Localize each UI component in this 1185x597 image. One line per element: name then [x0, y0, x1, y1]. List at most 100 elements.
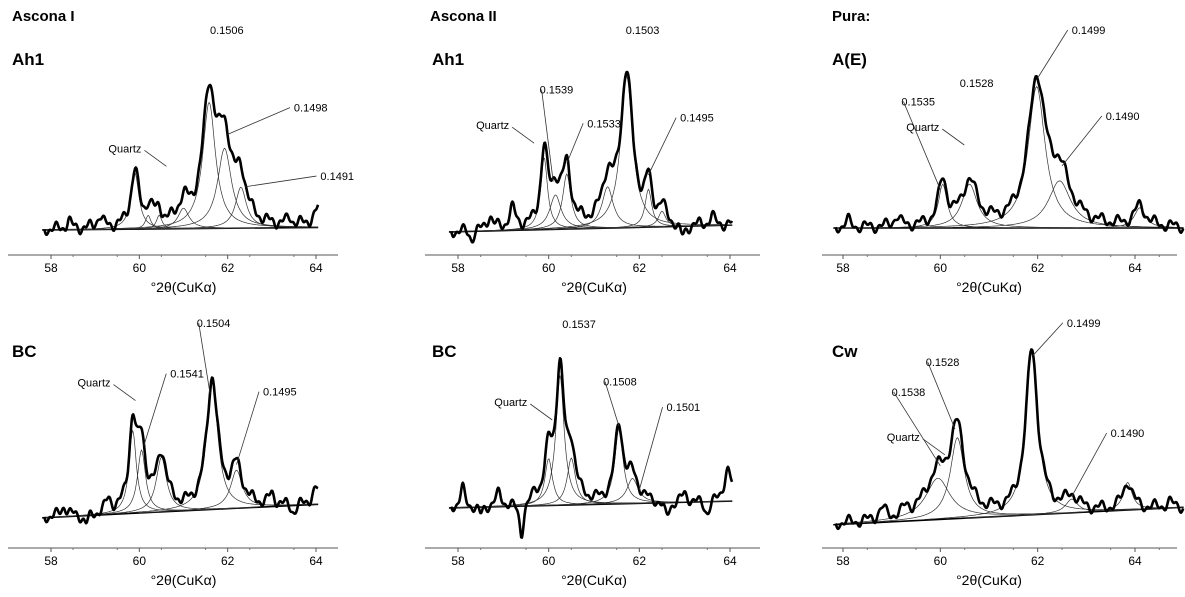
peak-annotation: 0.1499 [1072, 25, 1106, 37]
component-peak [526, 75, 726, 230]
measured-pattern [834, 74, 1185, 234]
column-title-pura: Pura: [832, 8, 870, 25]
panel-label: A(E) [832, 50, 867, 69]
leader-line [922, 438, 946, 456]
panel-label: Ah1 [12, 50, 44, 69]
x-tick-label: 64 [1128, 261, 1142, 275]
x-tick-label: 58 [451, 261, 465, 275]
leader-line [530, 403, 553, 421]
leader-line [541, 89, 554, 182]
x-tick-label: 64 [309, 554, 323, 568]
leader-line [1061, 115, 1103, 167]
x-tick-label: 62 [1031, 554, 1045, 568]
x-tick-label: 64 [723, 554, 737, 568]
measured-pattern [43, 83, 320, 237]
component-peak [451, 458, 648, 509]
panel-label: BC [432, 342, 457, 361]
leader-line [143, 373, 167, 446]
x-axis-title: °2θ(CuKα) [151, 572, 217, 588]
peak-annotation: 0.1533 [587, 118, 621, 130]
component-peak [471, 457, 671, 508]
peak-annotation: Quartz [906, 122, 939, 134]
peak-annotation: Quartz [108, 143, 141, 155]
peak-annotation: 0.1499 [1067, 318, 1101, 330]
peak-annotation: 0.1535 [901, 96, 935, 108]
panel-pura-cw: Cw 58 60 62 64 °2θ(CuKα) 0.1499 0.1528 0.1538 0.… [822, 318, 1185, 588]
x-axis-title: °2θ(CuKα) [956, 572, 1022, 588]
x-axis-title: °2θ(CuKα) [956, 279, 1022, 295]
component-peak [835, 477, 1044, 525]
component-peak [850, 437, 1064, 524]
leader-line [236, 391, 260, 465]
x-axis-title: °2θ(CuKα) [561, 572, 627, 588]
leader-line [198, 323, 211, 394]
peak-annotation: Quartz [887, 432, 920, 444]
panel-pura-ae: A(E) 58 60 62 64 °2θ(CuKα) 0.1499 0.1535 0.1528… [822, 25, 1185, 295]
component-peak [64, 456, 258, 517]
component-peak [1020, 482, 1184, 516]
panel-ascona-i-ah1: Ah1 58 60 62 64 °2θ(CuKα) 0.1506 0.1498 0.1491 Q… [8, 25, 354, 295]
peak-annotation: 0.1539 [540, 85, 574, 97]
peak-annotation: 0.1503 [626, 25, 660, 37]
x-tick-label: 60 [934, 554, 948, 568]
peak-annotation: 0.1490 [1111, 428, 1145, 440]
component-peak [127, 147, 318, 229]
leader-line [1032, 322, 1064, 356]
panel-label: Ah1 [432, 50, 464, 69]
peak-annotation: 0.1506 [210, 25, 244, 37]
leader-line [245, 175, 317, 188]
component-peak [111, 101, 306, 229]
panel-ascona-i-bc: BC 58 60 62 64 °2θ(CuKα) 0.1504 0.1541 0.1495 Qu… [8, 318, 338, 588]
component-peak [460, 375, 659, 508]
leader-line [942, 128, 965, 146]
x-tick-label: 64 [309, 261, 323, 275]
x-tick-label: 60 [133, 261, 147, 275]
x-tick-label: 58 [451, 554, 465, 568]
x-tick-label: 58 [44, 554, 58, 568]
component-peak [532, 478, 732, 507]
x-tick-label: 62 [633, 554, 647, 568]
leader-line [1071, 432, 1108, 497]
peak-annotation: 0.1538 [892, 387, 926, 399]
component-peak [143, 186, 318, 230]
x-tick-label: 60 [542, 554, 556, 568]
peak-annotation: 0.1504 [197, 318, 231, 330]
x-tick-label: 64 [723, 261, 737, 275]
peak-annotation: 0.1501 [667, 402, 701, 414]
measured-pattern [43, 376, 319, 525]
x-tick-label: 62 [221, 261, 235, 275]
component-peak [86, 207, 280, 230]
component-peak [929, 86, 1143, 228]
component-peak [519, 427, 718, 507]
measured-pattern [449, 357, 734, 539]
leader-line [604, 381, 620, 427]
leader-line [566, 123, 584, 164]
x-tick-label: 60 [934, 261, 948, 275]
column-title-ascona-ii: Ascona II [430, 8, 497, 25]
panel-label: Cw [832, 342, 858, 361]
peak-annotation: 0.1498 [294, 103, 328, 115]
x-tick-label: 58 [44, 261, 58, 275]
leader-line [893, 391, 941, 467]
leader-line [638, 406, 663, 490]
x-tick-label: 62 [633, 261, 647, 275]
peak-annotation: 0.1537 [562, 319, 596, 331]
x-tick-label: 64 [1128, 554, 1142, 568]
peak-annotation: 0.1490 [1106, 111, 1140, 123]
peak-annotation: Quartz [476, 120, 509, 132]
peak-annotation: 0.1495 [263, 387, 297, 399]
leader-line [113, 384, 136, 401]
column-title-ascona-i: Ascona I [12, 8, 75, 25]
x-tick-label: 60 [133, 554, 147, 568]
peak-annotation: Quartz [494, 397, 527, 409]
panel-ascona-ii-bc: BC 58 60 62 64 °2θ(CuKα) 0.1537 0.1508 0.1501 Qu… [425, 319, 760, 588]
peak-annotation: 0.1508 [603, 377, 637, 389]
component-peak [924, 350, 1138, 520]
leader-line [144, 149, 167, 167]
component-peak [835, 183, 1049, 229]
component-peak [952, 180, 1166, 228]
peak-annotation: 0.1491 [320, 171, 354, 183]
leader-line [1037, 29, 1069, 79]
panel-label: BC [12, 342, 37, 361]
